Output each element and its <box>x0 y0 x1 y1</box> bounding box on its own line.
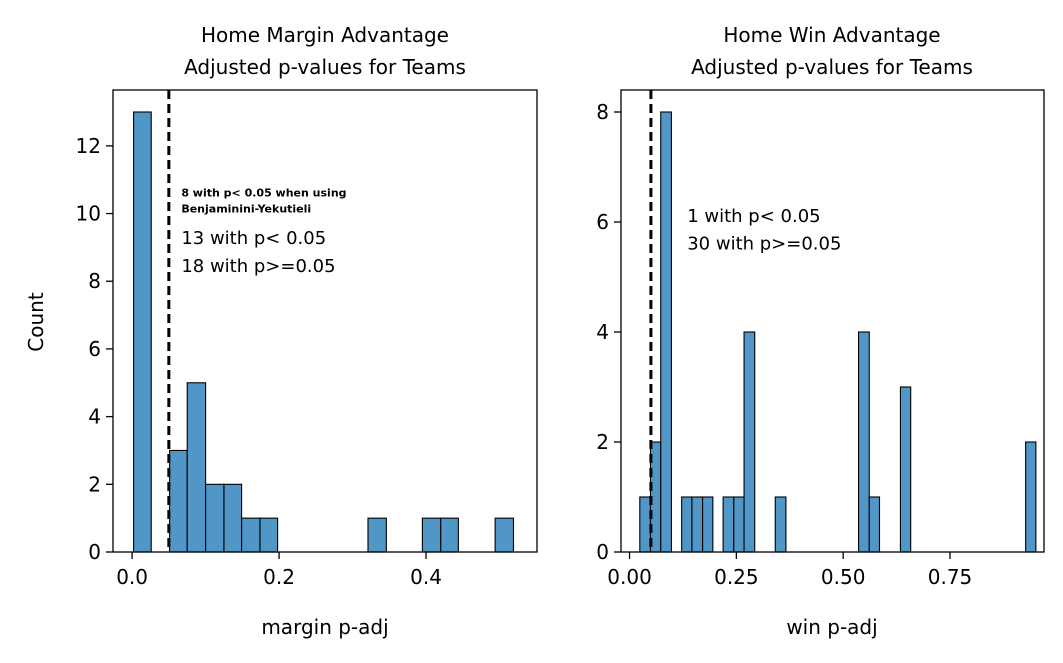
histogram-bar <box>702 496 714 553</box>
y-tick-label: 4 <box>88 405 101 429</box>
histogram-bar <box>169 449 188 553</box>
histogram-bar <box>868 496 881 553</box>
y-tick-label: 6 <box>88 337 101 361</box>
histogram-bar <box>440 517 459 553</box>
y-tick-label: 2 <box>596 430 609 454</box>
x-tick-label: 0.0 <box>116 565 148 589</box>
y-tick-label: 4 <box>596 320 609 344</box>
y-tick-label: 8 <box>596 100 609 124</box>
chart-subtitle: Adjusted p-values for Teams <box>184 55 466 79</box>
annotation-text: 8 with p< 0.05 when using <box>181 187 346 200</box>
y-axis-label: Count <box>24 292 48 352</box>
y-tick-label: 6 <box>596 210 609 234</box>
histogram-bar <box>639 496 652 553</box>
histogram-bar <box>494 517 515 553</box>
x-axis-label: margin p-adj <box>261 615 388 639</box>
axes-frame <box>112 89 538 553</box>
x-tick-label: 0.2 <box>263 565 295 589</box>
x-tick-label: 0.25 <box>714 565 759 589</box>
histogram-bar <box>899 386 912 553</box>
x-tick-label: 0.75 <box>928 565 973 589</box>
histogram-bar <box>691 496 704 553</box>
annotation-text: 1 with p< 0.05 <box>687 206 820 227</box>
histogram-bar <box>259 517 279 553</box>
annotation-text: 18 with p>=0.05 <box>181 256 335 277</box>
histogram-bar <box>367 517 387 553</box>
histogram-bar <box>722 496 735 553</box>
histogram-bar <box>186 382 207 553</box>
x-axis-label: win p-adj <box>786 615 877 639</box>
histogram-bar <box>660 111 672 553</box>
win-histogram: Home Win Advantage Adjusted p-values for… <box>596 23 1045 639</box>
chart-subtitle: Adjusted p-values for Teams <box>691 55 973 79</box>
histogram-bar <box>1025 441 1037 553</box>
y-tick-label: 0 <box>596 540 609 564</box>
histogram-bar <box>743 331 756 553</box>
annotation-text: 13 with p< 0.05 <box>181 228 326 249</box>
x-tick-label: 0.50 <box>821 565 866 589</box>
x-tick-label: 0.00 <box>607 565 652 589</box>
annotation-text: 30 with p>=0.05 <box>687 234 841 255</box>
histogram-bar <box>733 496 745 553</box>
y-tick-label: 0 <box>88 540 101 564</box>
y-tick-label: 10 <box>76 202 101 226</box>
margin-histogram: Home Margin Advantage Adjusted p-values … <box>24 23 538 639</box>
histogram-bar <box>241 517 261 553</box>
axes-frame <box>620 89 1045 553</box>
histogram-bar <box>774 496 787 553</box>
histogram-bar <box>421 517 442 553</box>
x-tick-label: 0.4 <box>410 565 442 589</box>
chart-title: Home Win Advantage <box>723 23 940 47</box>
annotation-text: Benjaminini-Yekutieli <box>181 203 311 216</box>
histogram-bar <box>858 331 870 553</box>
y-tick-label: 8 <box>88 269 101 293</box>
chart-title: Home Margin Advantage <box>201 23 449 47</box>
y-tick-label: 12 <box>76 134 101 158</box>
histogram-bar <box>133 111 152 553</box>
histogram-bar <box>681 496 693 553</box>
y-tick-label: 2 <box>88 472 101 496</box>
histogram-bar <box>223 483 243 553</box>
histogram-bar <box>205 483 225 553</box>
